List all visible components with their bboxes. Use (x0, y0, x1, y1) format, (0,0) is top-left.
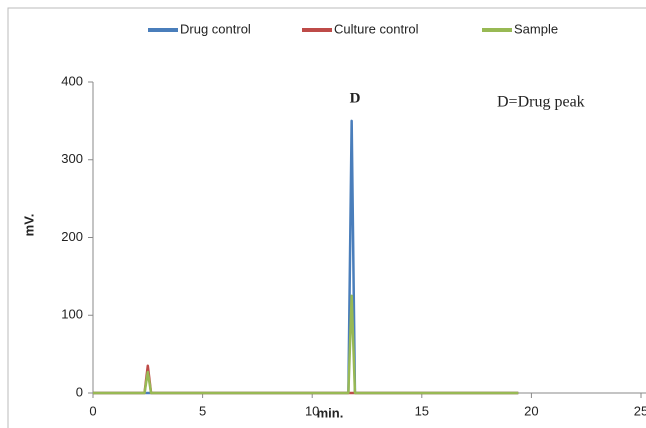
legend-label: Drug control (180, 21, 251, 36)
x-axis-label: min. (317, 405, 344, 420)
chart-frame (7, 7, 646, 428)
legend-label: Sample (514, 21, 558, 36)
x-tick-label: 20 (524, 403, 538, 418)
series-line (93, 364, 519, 395)
y-tick-label: 100 (61, 307, 83, 322)
series-line (93, 294, 519, 395)
y-axis-label: mV. (21, 214, 36, 237)
legend-label: Culture control (334, 21, 419, 36)
x-tick-label: 25 (634, 403, 646, 418)
y-tick-label: 0 (76, 384, 83, 399)
annotation: D (350, 90, 361, 106)
y-tick-label: 400 (61, 73, 83, 88)
x-tick-label: 15 (415, 403, 429, 418)
y-tick-label: 300 (61, 151, 83, 166)
x-tick-label: 10 (305, 403, 319, 418)
annotation: D=Drug peak (497, 94, 585, 111)
y-tick-label: 200 (61, 229, 83, 244)
x-tick-label: 5 (199, 403, 206, 418)
x-tick-label: 0 (89, 403, 96, 418)
series-line (93, 119, 519, 395)
